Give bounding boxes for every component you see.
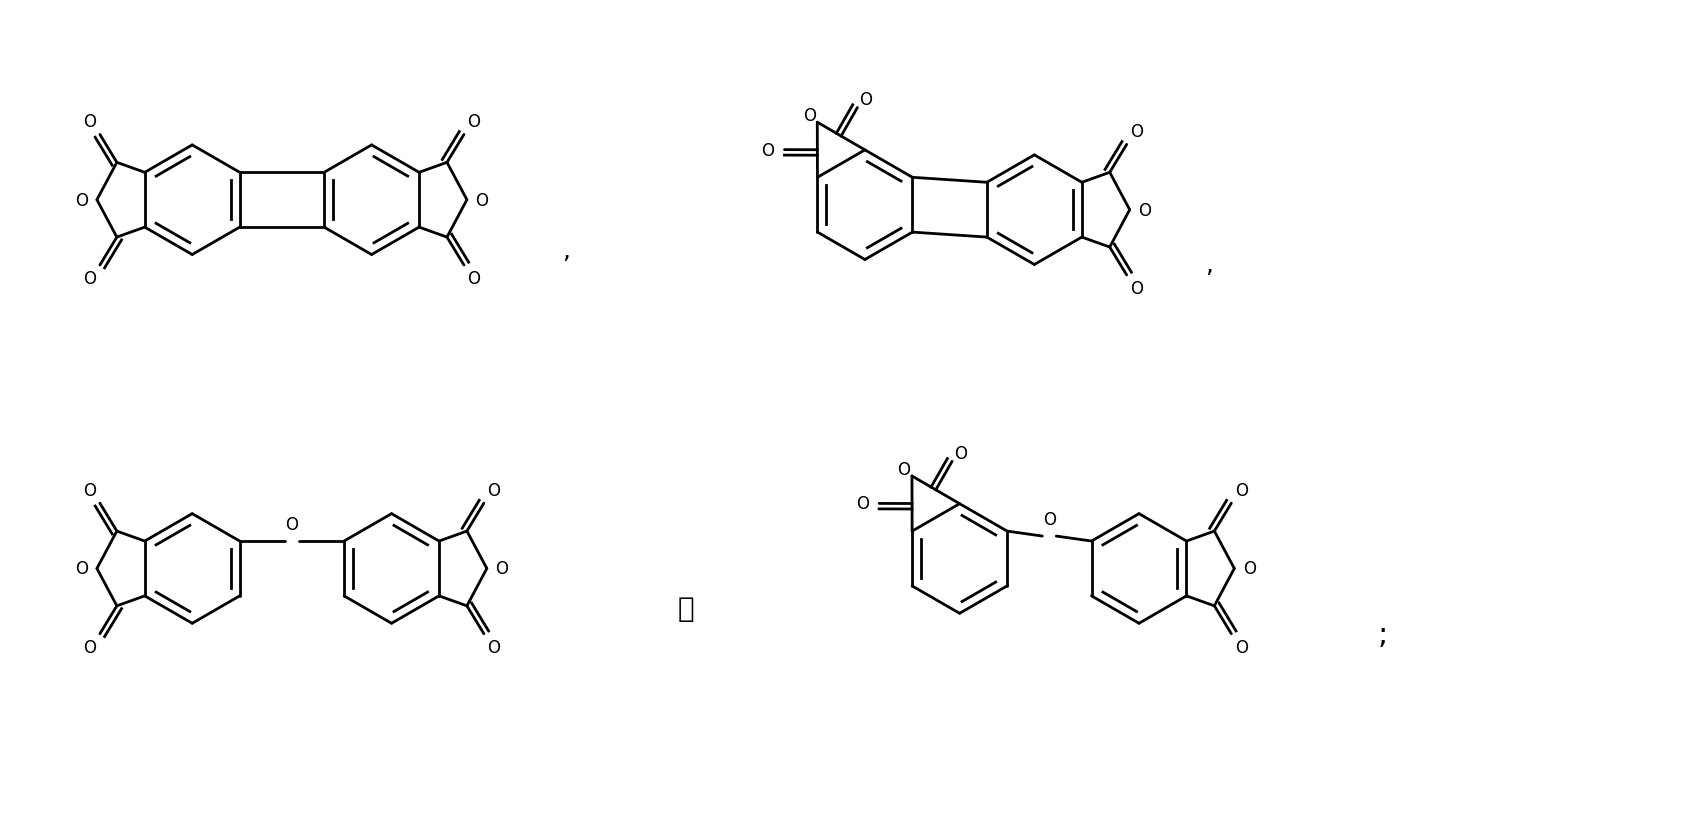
Text: O: O: [802, 107, 816, 125]
Text: O: O: [954, 444, 968, 462]
Text: O: O: [762, 142, 774, 160]
Text: O: O: [860, 91, 873, 109]
Text: O: O: [475, 192, 488, 210]
Text: O: O: [83, 113, 96, 131]
Text: O: O: [468, 269, 480, 287]
Text: O: O: [495, 559, 508, 577]
Text: O: O: [1235, 482, 1248, 500]
Text: 或: 或: [677, 595, 694, 622]
Text: O: O: [468, 113, 480, 131]
Text: O: O: [285, 515, 299, 533]
Text: O: O: [856, 495, 868, 513]
Text: ;: ;: [1378, 619, 1388, 648]
Text: O: O: [83, 638, 96, 656]
Text: ,: ,: [562, 238, 569, 262]
Text: O: O: [83, 482, 96, 500]
Text: O: O: [488, 482, 500, 500]
Text: O: O: [76, 559, 88, 577]
Text: O: O: [1130, 124, 1143, 141]
Text: O: O: [488, 638, 500, 656]
Text: O: O: [897, 460, 910, 478]
Text: O: O: [1243, 559, 1255, 577]
Text: O: O: [1235, 638, 1248, 656]
Text: O: O: [1130, 279, 1143, 297]
Text: O: O: [1042, 510, 1056, 528]
Text: O: O: [83, 269, 96, 287]
Text: O: O: [76, 192, 88, 210]
Text: O: O: [1138, 201, 1152, 219]
Text: ,: ,: [1204, 253, 1213, 277]
